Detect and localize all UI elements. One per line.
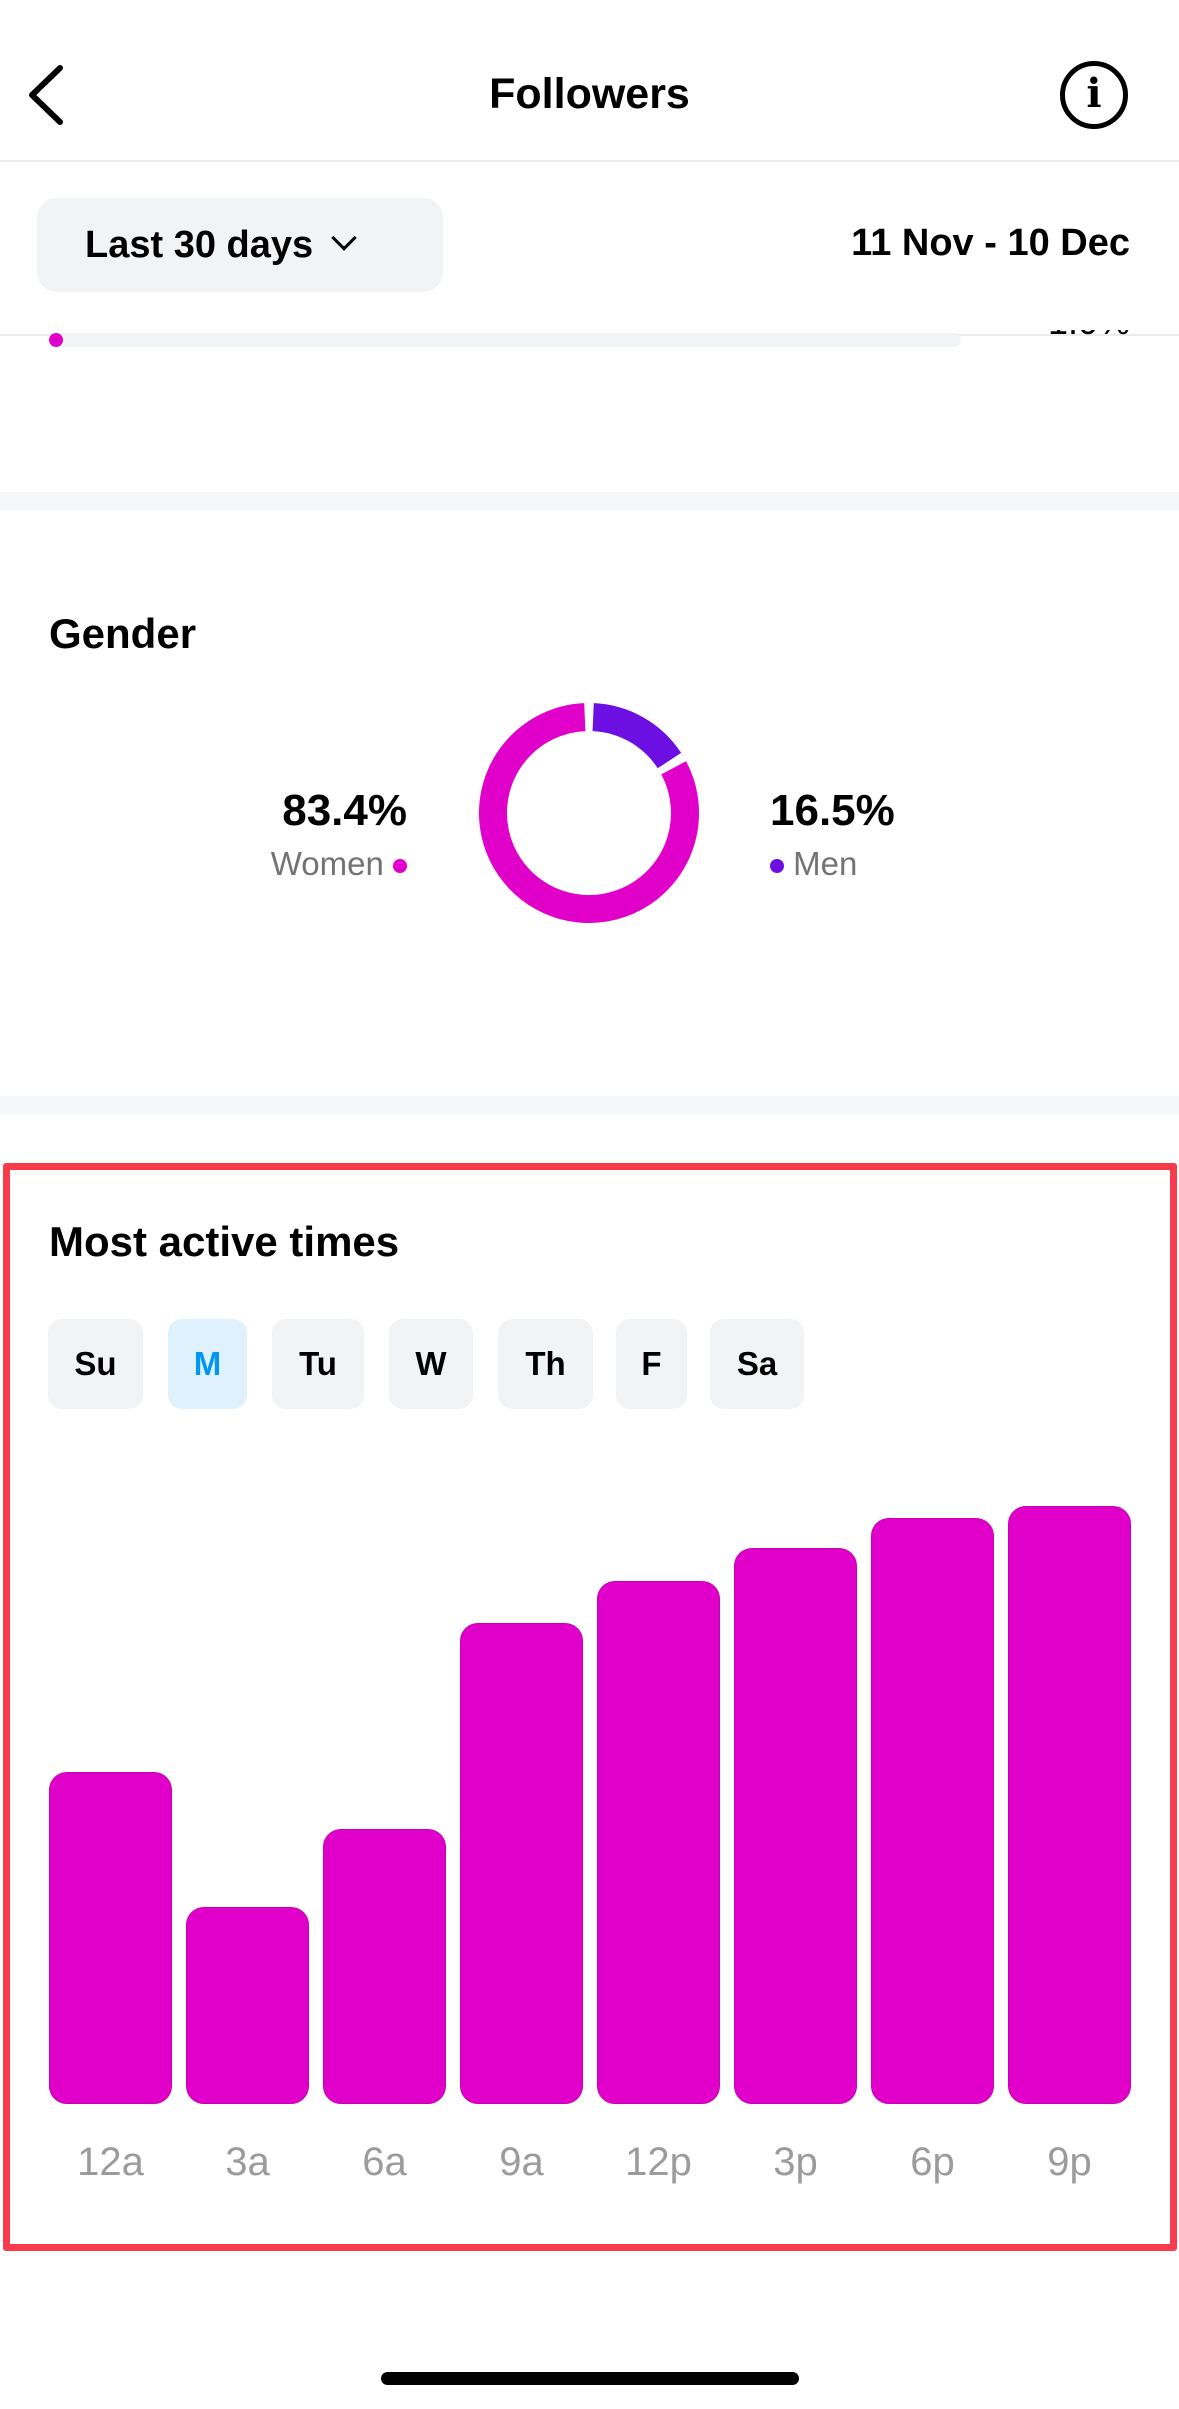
men-percent: 16.5% [770,786,895,835]
women-label: Women [270,845,384,882]
bar-3p[interactable] [734,1547,857,2104]
progress-percent: 1.0% [1047,312,1130,342]
chevron-down-icon [331,225,357,251]
date-range-text: 11 Nov - 10 Dec [851,222,1130,264]
section-separator [0,492,1179,510]
bar-6a[interactable] [323,1828,446,2104]
bar-12a[interactable] [49,1772,172,2104]
gender-title: Gender [49,610,197,657]
women-dot [393,859,407,874]
gender-donut-chart [479,703,699,923]
x-tick-label: 6p [910,2140,955,2184]
day-tab-th[interactable]: Th [498,1319,593,1409]
progress-fill [49,333,63,347]
x-tick-label: 3p [773,2140,818,2184]
date-range-dropdown[interactable]: Last 30 days [37,198,443,292]
x-tick-label: 12p [625,2140,692,2184]
bar-6p[interactable] [871,1517,994,2104]
day-tab-f[interactable]: F [616,1319,687,1409]
x-tick-label: 9a [499,2140,544,2184]
women-legend: Women [271,845,407,883]
men-dot [770,859,784,874]
day-tab-m[interactable]: M [168,1319,247,1409]
men-legend: Men [770,845,857,883]
x-tick-label: 3a [225,2140,270,2184]
header-divider [0,160,1179,162]
day-tab-w[interactable]: W [389,1319,473,1409]
bar-3a[interactable] [186,1907,309,2104]
bar-9p[interactable] [1008,1506,1131,2104]
day-tab-tu[interactable]: Tu [272,1319,364,1409]
date-range-label: Last 30 days [85,224,314,266]
men-label: Men [793,845,858,882]
info-icon[interactable]: i [1060,61,1128,129]
active-times-title: Most active times [49,1218,400,1265]
bar-9a[interactable] [460,1622,583,2104]
home-indicator[interactable] [381,2372,799,2385]
day-tab-su[interactable]: Su [48,1319,143,1409]
men-slice [592,703,682,769]
x-tick-label: 12a [77,2140,144,2184]
women-slice [479,703,699,923]
day-tab-sa[interactable]: Sa [710,1319,804,1409]
progress-bar [49,333,961,347]
section-separator [0,1096,1179,1114]
women-percent: 83.4% [282,786,407,835]
x-tick-label: 6a [362,2140,407,2184]
page-title: Followers [489,70,690,118]
bar-12p[interactable] [597,1581,720,2104]
back-chevron-icon[interactable] [22,62,72,128]
highlight-box [3,1163,1177,2251]
x-tick-label: 9p [1047,2140,1092,2184]
